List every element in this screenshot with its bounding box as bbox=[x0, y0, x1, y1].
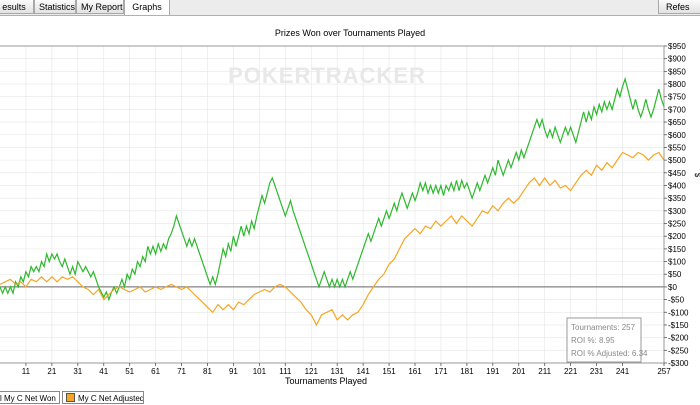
x-tick-label: 81 bbox=[203, 367, 212, 376]
series-line-net-adjusted bbox=[0, 151, 665, 327]
x-tick-label: 71 bbox=[177, 367, 186, 376]
legend-swatch-net-adjusted bbox=[66, 393, 75, 402]
tab-results[interactable]: esults bbox=[0, 0, 34, 14]
x-tick-label: 41 bbox=[99, 367, 108, 376]
y-tick-label: $500 bbox=[668, 156, 686, 165]
y-tick-label: $800 bbox=[668, 80, 686, 89]
legend-item-net-won[interactable]: l My C Net Won bbox=[0, 391, 60, 404]
y-tick-label: $600 bbox=[668, 131, 686, 140]
x-tick-label: 161 bbox=[408, 367, 422, 376]
x-tick-label: 241 bbox=[616, 367, 630, 376]
x-tick-label: 121 bbox=[305, 367, 319, 376]
stats-roi: ROI %: 8.95 bbox=[571, 336, 615, 345]
y-axis-label: $ bbox=[693, 173, 700, 178]
y-tick-label: $650 bbox=[668, 118, 686, 127]
x-tick-label: 101 bbox=[253, 367, 267, 376]
x-tick-label: 111 bbox=[279, 367, 292, 376]
x-tick-label: 257 bbox=[657, 367, 671, 376]
stats-tournaments: Tournaments: 257 bbox=[571, 323, 636, 332]
y-tick-label: $100 bbox=[668, 258, 686, 267]
y-tick-label: $550 bbox=[668, 143, 686, 152]
y-tick-label: -$150 bbox=[668, 321, 689, 330]
x-axis-label: Tournaments Played bbox=[285, 376, 367, 386]
y-tick-label: $50 bbox=[668, 270, 682, 279]
legend: l My C Net Won My C Net Adjusted bbox=[0, 391, 700, 405]
stats-box: Tournaments: 257 ROI %: 8.95 ROI % Adjus… bbox=[566, 317, 648, 363]
y-tick-label: $350 bbox=[668, 194, 686, 203]
x-tick-label: 191 bbox=[486, 367, 500, 376]
y-tick-label: -$200 bbox=[668, 334, 689, 343]
refresh-button[interactable]: Refes bbox=[658, 0, 700, 14]
y-tick-label: $950 bbox=[668, 42, 686, 51]
grid bbox=[0, 45, 665, 364]
y-tick-label: $0 bbox=[668, 283, 677, 292]
x-tick-label: 221 bbox=[564, 367, 578, 376]
y-tick-label: $700 bbox=[668, 105, 686, 114]
legend-label-net-won: l My C Net Won bbox=[0, 394, 56, 403]
tab-statistics[interactable]: Statistics bbox=[34, 0, 76, 14]
y-tick-label: $450 bbox=[668, 169, 686, 178]
y-tick-label: -$300 bbox=[668, 359, 689, 368]
x-tick-label: 131 bbox=[331, 367, 345, 376]
x-tick-label: 11 bbox=[22, 367, 31, 376]
y-tick-label: $850 bbox=[668, 67, 686, 76]
tab-bar: esults Statistics My Reports Graphs Refe… bbox=[0, 0, 700, 16]
y-tick-label: -$100 bbox=[668, 308, 689, 317]
x-tick-label: 231 bbox=[590, 367, 604, 376]
plot-frame bbox=[0, 45, 665, 364]
y-tick-label: $400 bbox=[668, 181, 686, 190]
y-tick-label: $250 bbox=[668, 220, 686, 229]
x-tick-label: 141 bbox=[356, 367, 370, 376]
x-tick-label: 31 bbox=[73, 367, 82, 376]
x-axis: 11 21 31 41 51 61 71 81 91 101 111 121 131 141 151 161 1… bbox=[22, 363, 671, 376]
y-tick-label: -$250 bbox=[668, 346, 689, 355]
x-tick-label: 21 bbox=[47, 367, 56, 376]
x-tick-label: 181 bbox=[460, 367, 474, 376]
y-tick-label: -$50 bbox=[668, 296, 685, 305]
x-tick-label: 61 bbox=[151, 367, 160, 376]
x-tick-label: 51 bbox=[125, 367, 134, 376]
legend-label-net-adjusted: My C Net Adjusted bbox=[78, 394, 144, 403]
y-tick-label: $750 bbox=[668, 93, 686, 102]
legend-item-net-adjusted[interactable]: My C Net Adjusted bbox=[62, 391, 144, 404]
y-tick-label: $300 bbox=[668, 207, 686, 216]
y-tick-label: $900 bbox=[668, 55, 686, 64]
stats-roi-adjusted: ROI % Adjusted: 6.34 bbox=[571, 349, 648, 358]
series-line-net-won bbox=[0, 76, 665, 302]
tab-graphs[interactable]: Graphs bbox=[124, 0, 170, 15]
y-tick-label: $150 bbox=[668, 245, 686, 254]
x-tick-label: 201 bbox=[512, 367, 526, 376]
x-tick-label: 151 bbox=[382, 367, 396, 376]
x-tick-label: 171 bbox=[434, 367, 448, 376]
y-tick-label: $200 bbox=[668, 232, 686, 241]
x-tick-label: 91 bbox=[229, 367, 238, 376]
chart-title: Prizes Won over Tournaments Played bbox=[274, 28, 426, 38]
x-tick-label: 211 bbox=[538, 367, 551, 376]
watermark-logo: POKERTRACKER bbox=[228, 63, 426, 88]
tab-my-reports[interactable]: My Reports bbox=[76, 0, 124, 14]
y-axis: $950 $900 $850 $800 $750 $700 $650 $600 $550 $500… bbox=[664, 42, 689, 368]
